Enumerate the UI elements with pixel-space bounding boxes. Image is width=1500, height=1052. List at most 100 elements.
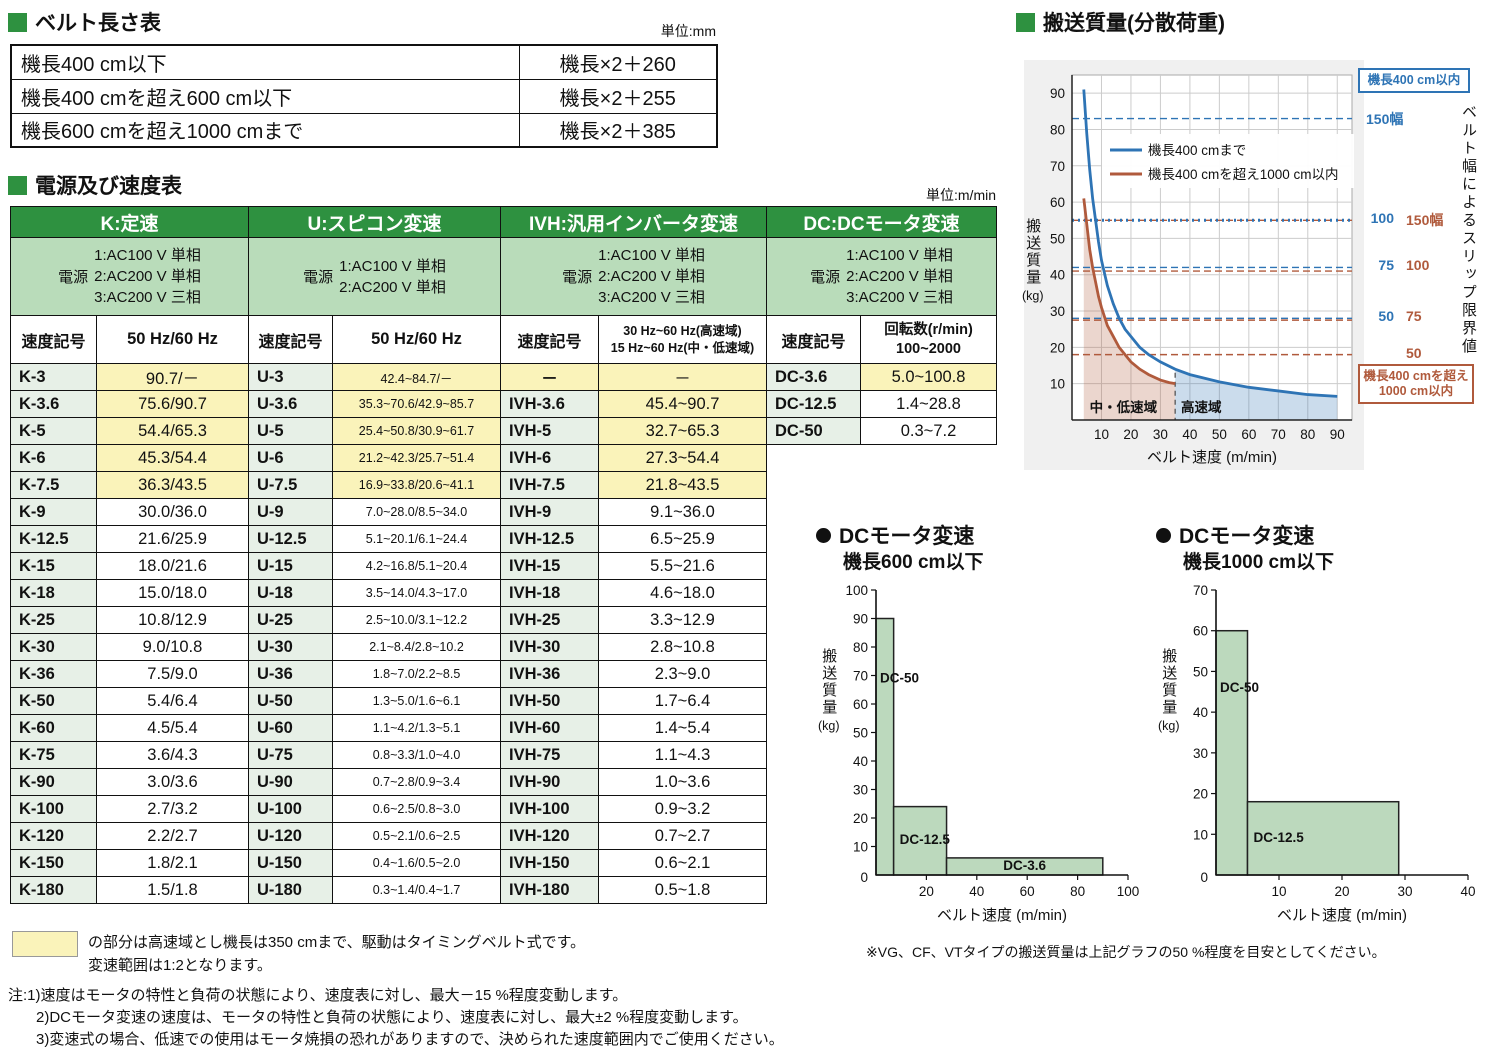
speed-value-cell: 0.6~2.1 bbox=[597, 849, 768, 877]
speed-value-cell: 1.8~7.0/2.2~8.5 bbox=[332, 660, 501, 688]
speed-symbol-cell: K-3 bbox=[10, 363, 97, 391]
speed-symbol-cell: K-3.6 bbox=[10, 390, 97, 418]
power-line: 2:AC200 V 単相 bbox=[94, 268, 201, 285]
speed-value-cell: 0.5~1.8 bbox=[597, 876, 768, 904]
legend-label: 機長400 cmまで bbox=[1148, 143, 1246, 158]
speed-symbol-cell: IVH-75 bbox=[500, 741, 599, 769]
speed-value-cell: 0.7~2.8/0.9~3.4 bbox=[332, 768, 501, 796]
curve-length-400 bbox=[1082, 89, 1338, 398]
y-tick-label: 90 bbox=[853, 612, 868, 627]
table-row: 機長400 cm以下 機長×2＋260 bbox=[10, 44, 718, 80]
y-axis-label: 搬送質量 (kg) bbox=[1158, 648, 1180, 733]
y-tick-label: 100 bbox=[845, 583, 868, 598]
box-line: 機長400 cmを超え bbox=[1363, 369, 1469, 383]
speed-symbol-cell: K-50 bbox=[10, 687, 97, 715]
x-tick-label: 10 bbox=[1094, 427, 1109, 442]
speed-value-cell: 0.8~3.3/1.0~4.0 bbox=[332, 741, 501, 769]
speed-value-cell: 0.9~3.2 bbox=[597, 795, 768, 823]
y-tick-label: 30 bbox=[1193, 746, 1208, 761]
x-tick-label: 50 bbox=[1212, 427, 1227, 442]
speed-symbol-cell: U-50 bbox=[248, 687, 333, 715]
group-header-cell: K:定速 bbox=[10, 206, 249, 238]
power-cell: 電源 1:AC100 V 単相 2:AC200 V 単相 3:AC200 V 三相 bbox=[766, 237, 998, 316]
speed-value-cell: 27.3~54.4 bbox=[597, 444, 768, 472]
speed-value-cell: 1.8/2.1 bbox=[96, 849, 249, 877]
speed-value-cell: 45.3/54.4 bbox=[96, 444, 249, 472]
speed-value-cell: 4.2~16.8/5.1~20.4 bbox=[332, 552, 501, 580]
speed-value-cell: 0.4~1.6/0.5~2.0 bbox=[332, 849, 501, 877]
slip-limit-label-brown: 150幅 bbox=[1406, 212, 1444, 229]
x-tick-label: 60 bbox=[1020, 884, 1035, 899]
table-row: K-18 15.0/18.0 U-18 3.5~14.0/4.3~17.0 IVH-18… bbox=[10, 579, 997, 607]
speed-value-cell: 75.6/90.7 bbox=[96, 390, 249, 418]
table-row: K-9 30.0/36.0 U-9 7.0~28.0/8.5~34.0 IVH-9 9.1… bbox=[10, 498, 997, 526]
dc-chart-1000: 10 20 30 40 50 60 70 10 20 30 40 0 DC-50 DC-12.5 ベルト速度… bbox=[1178, 578, 1488, 938]
speed-symbol-cell: IVH-180 bbox=[500, 876, 599, 904]
table-row: 機長600 cmを超え1000 cmまで 機長×2＋385 bbox=[10, 112, 718, 148]
y-tick-label: 40 bbox=[1050, 268, 1065, 283]
speed-value-cell: 21.8~43.5 bbox=[597, 471, 768, 499]
speed-symbol-cell: IVH-100 bbox=[500, 795, 599, 823]
bar-label: DC-12.5 bbox=[1254, 830, 1305, 845]
speed-symbol-cell: K-60 bbox=[10, 714, 97, 742]
y-tick-label: 90 bbox=[1050, 86, 1065, 101]
table-row: K-50 5.4/6.4 U-50 1.3~5.0/1.6~6.1 IVH-50 1.7~… bbox=[10, 687, 997, 715]
group-header-cell: DC:DCモータ変速 bbox=[766, 206, 998, 238]
bar-DC-50 bbox=[1215, 629, 1249, 876]
belt-condition-cell: 機長400 cm以下 bbox=[10, 44, 520, 80]
y-tick-label: 10 bbox=[1193, 827, 1208, 842]
power-label: 電源 bbox=[58, 269, 89, 286]
y-tick-label: 60 bbox=[853, 697, 868, 712]
y-axis-label: 搬送質量 (kg) bbox=[818, 648, 840, 733]
speed-value-cell: 3.5~14.0/4.3~17.0 bbox=[332, 579, 501, 607]
speed-value-cell: 7.0~28.0/8.5~34.0 bbox=[332, 498, 501, 526]
speed-symbol-cell: U-30 bbox=[248, 633, 333, 661]
footnote-line: 2)DCモータ変速の速度は、モータの特性と負荷の状態により、速度表に対し、最大±… bbox=[36, 1009, 748, 1026]
dc-chart-600-subtitle: 機長600 cm以下 bbox=[843, 552, 984, 573]
x-tick-label: 70 bbox=[1271, 427, 1286, 442]
section-marker-icon bbox=[8, 175, 27, 195]
speed-symbol-cell: U-7.5 bbox=[248, 471, 333, 499]
speed-symbol-cell: U-120 bbox=[248, 822, 333, 850]
speed-symbol-cell: IVH-12.5 bbox=[500, 525, 599, 553]
power-label: 電源 bbox=[303, 269, 334, 286]
slip-limit-label-blue: 100 bbox=[1370, 210, 1394, 227]
speed-value-cell: 25.4~50.8/30.9~61.7 bbox=[332, 417, 501, 445]
speed-symbol-cell: K-30 bbox=[10, 633, 97, 661]
speed-table-speed-header-row: 速度記号 50 Hz/60 Hz 速度記号 50 Hz/60 Hz 速度記号 30 Hz~… bbox=[10, 315, 998, 364]
value-header-line: 50 Hz/60 Hz bbox=[371, 330, 462, 348]
y-axis-label: 搬送質量 (kg) bbox=[1022, 218, 1044, 303]
x-tick-label: 20 bbox=[1123, 427, 1138, 442]
speed-value-cell: 3.0/3.6 bbox=[96, 768, 249, 796]
origin-label: 0 bbox=[1200, 870, 1208, 885]
speed-value-cell: 2.5~10.0/3.1~12.2 bbox=[332, 606, 501, 634]
x-tick-label: 40 bbox=[969, 884, 984, 899]
load-chart-title-text: 搬送質量(分散荷重) bbox=[1043, 12, 1225, 35]
speed-value-cell: 36.3/43.5 bbox=[96, 471, 249, 499]
footnote-line: 3)変速式の場合、低速での使用はモータ焼損の恐れがありますので、決められた速度範… bbox=[36, 1031, 784, 1048]
bar-label: DC-3.6 bbox=[1003, 858, 1046, 873]
speed-symbol-cell: U-180 bbox=[248, 876, 333, 904]
speed-value-cell: 5.5~21.6 bbox=[597, 552, 768, 580]
speed-symbol-cell: U-3.6 bbox=[248, 390, 333, 418]
speed-table-group-header-row: K:定速 U:スピコン変速 IVH:汎用インバータ変速 DC:DCモータ変速 bbox=[10, 206, 998, 238]
plot-area bbox=[1071, 74, 1353, 421]
slip-limit-label-brown: 50 bbox=[1406, 344, 1422, 361]
power-line: 1:AC100 V 単相 bbox=[94, 247, 201, 264]
speed-symbol-cell: DC-12.5 bbox=[766, 390, 862, 418]
highlight-legend-text: の部分は高速域とし機長は350 cmまで、駆動はタイミングベルト式です。 変速範… bbox=[88, 931, 585, 977]
x-tick-label: 20 bbox=[919, 884, 934, 899]
speed-table-power-row: 電源 1:AC100 V 単相 2:AC200 V 単相 3:AC200 V 三相 電源… bbox=[10, 237, 998, 316]
speed-symbol-cell: K-25 bbox=[10, 606, 97, 634]
speed-value-cell: 2.7/3.2 bbox=[96, 795, 249, 823]
y-tick-label: 20 bbox=[1050, 340, 1065, 355]
legend-line: 変速範囲は1:2となります。 bbox=[88, 957, 272, 974]
footnote-row: 2)DCモータ変速の速度は、モータの特性と負荷の状態により、速度表に対し、最大±… bbox=[36, 1007, 784, 1029]
value-header-line: 15 Hz~60 Hz(中・低速域) bbox=[610, 340, 755, 355]
speed-symbol-cell: IVH-6 bbox=[500, 444, 599, 472]
slip-limit-label-blue: 50 bbox=[1378, 308, 1394, 325]
load-chart-title: 搬送質量(分散荷重) bbox=[1016, 7, 1225, 37]
speed-symbol-cell: U-100 bbox=[248, 795, 333, 823]
speed-value-cell: 1.4~28.8 bbox=[860, 390, 998, 418]
